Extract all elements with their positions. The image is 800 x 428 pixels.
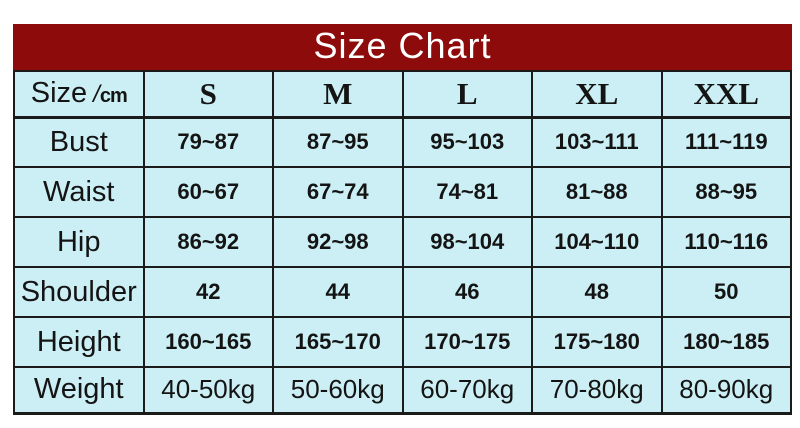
cell-hip-xl: 104~110: [531, 216, 663, 268]
cell-waist-m: 67~74: [272, 166, 404, 218]
table-row-shoulder: Shoulder 42 44 46 48 50: [13, 266, 792, 318]
cell-weight-xl: 70-80kg: [531, 366, 663, 415]
table-row-weight: Weight 40-50kg 50-60kg 60-70kg 70-80kg 8…: [13, 366, 792, 415]
cell-shoulder-m: 44: [272, 266, 404, 318]
cell-hip-l: 98~104: [401, 216, 533, 268]
column-header-xl: XL: [531, 70, 663, 119]
cell-bust-s: 79~87: [142, 116, 274, 168]
cell-bust-xl: 103~111: [531, 116, 663, 168]
corner-size-label: Size: [30, 77, 88, 110]
column-header-m: M: [272, 70, 404, 119]
column-header-l: L: [401, 70, 533, 119]
table-row-bust: Bust 79~87 87~95 95~103 103~111 111~119: [13, 116, 792, 168]
size-chart-title: Size Chart: [313, 25, 492, 66]
column-header-s: S: [142, 70, 274, 119]
corner-slash: /: [93, 81, 100, 109]
table-row-waist: Waist 60~67 67~74 74~81 81~88 88~95: [13, 166, 792, 218]
cell-height-xxl: 180~185: [660, 316, 792, 368]
cell-hip-xxl: 110~116: [660, 216, 792, 268]
cell-waist-l: 74~81: [401, 166, 533, 218]
size-table: Size/cm S M L XL XXL Bust 79~87 87~95 95…: [13, 70, 792, 415]
column-header-xxl: XXL: [660, 70, 792, 119]
size-chart-title-bar: Size Chart: [13, 24, 792, 70]
cell-height-m: 165~170: [272, 316, 404, 368]
cell-weight-m: 50-60kg: [272, 366, 404, 415]
size-chart: Size Chart Size/cm S M L XL XXL Bust 79~…: [13, 24, 792, 415]
cell-shoulder-l: 46: [401, 266, 533, 318]
cell-height-xl: 175~180: [531, 316, 663, 368]
table-row-hip: Hip 86~92 92~98 98~104 104~110 110~116: [13, 216, 792, 268]
cell-waist-xl: 81~88: [531, 166, 663, 218]
cell-weight-xxl: 80-90kg: [660, 366, 792, 415]
cell-hip-m: 92~98: [272, 216, 404, 268]
cell-waist-xxl: 88~95: [660, 166, 792, 218]
cell-height-l: 170~175: [401, 316, 533, 368]
row-label-waist: Waist: [13, 166, 145, 218]
corner-cell: Size/cm: [13, 70, 145, 119]
cell-shoulder-s: 42: [142, 266, 274, 318]
cell-shoulder-xl: 48: [531, 266, 663, 318]
row-label-height: Height: [13, 316, 145, 368]
table-header-row: Size/cm S M L XL XXL: [13, 70, 792, 119]
cell-shoulder-xxl: 50: [660, 266, 792, 318]
cell-weight-s: 40-50kg: [142, 366, 274, 415]
cell-bust-xxl: 111~119: [660, 116, 792, 168]
cell-waist-s: 60~67: [142, 166, 274, 218]
cell-hip-s: 86~92: [142, 216, 274, 268]
cell-height-s: 160~165: [142, 316, 274, 368]
cell-bust-l: 95~103: [401, 116, 533, 168]
row-label-bust: Bust: [13, 116, 145, 168]
cell-bust-m: 87~95: [272, 116, 404, 168]
cell-weight-l: 60-70kg: [401, 366, 533, 415]
corner-unit-label: cm: [99, 85, 128, 108]
row-label-shoulder: Shoulder: [13, 266, 145, 318]
table-row-height: Height 160~165 165~170 170~175 175~180 1…: [13, 316, 792, 368]
row-label-weight: Weight: [13, 366, 145, 415]
row-label-hip: Hip: [13, 216, 145, 268]
